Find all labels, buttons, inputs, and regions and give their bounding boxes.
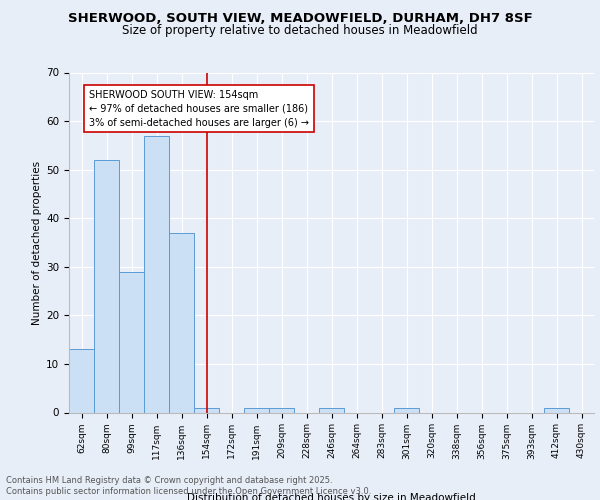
Text: Contains HM Land Registry data © Crown copyright and database right 2025.: Contains HM Land Registry data © Crown c…	[6, 476, 332, 485]
Bar	[169, 233, 194, 412]
Bar	[244, 408, 269, 412]
Text: Contains public sector information licensed under the Open Government Licence v3: Contains public sector information licen…	[6, 487, 371, 496]
Bar	[119, 272, 144, 412]
Bar	[394, 408, 419, 412]
Text: SHERWOOD, SOUTH VIEW, MEADOWFIELD, DURHAM, DH7 8SF: SHERWOOD, SOUTH VIEW, MEADOWFIELD, DURHA…	[68, 12, 532, 26]
Bar	[69, 350, 94, 412]
Text: SHERWOOD SOUTH VIEW: 154sqm
← 97% of detached houses are smaller (186)
3% of sem: SHERWOOD SOUTH VIEW: 154sqm ← 97% of det…	[89, 90, 309, 128]
Bar	[194, 408, 219, 412]
Bar	[269, 408, 294, 412]
X-axis label: Distribution of detached houses by size in Meadowfield: Distribution of detached houses by size …	[187, 494, 476, 500]
Text: Size of property relative to detached houses in Meadowfield: Size of property relative to detached ho…	[122, 24, 478, 37]
Bar	[319, 408, 344, 412]
Y-axis label: Number of detached properties: Number of detached properties	[32, 160, 42, 324]
Bar	[544, 408, 569, 412]
Bar	[144, 136, 169, 412]
Bar	[94, 160, 119, 412]
